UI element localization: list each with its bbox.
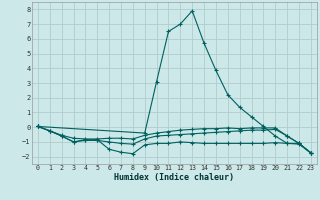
X-axis label: Humidex (Indice chaleur): Humidex (Indice chaleur) [115, 173, 234, 182]
